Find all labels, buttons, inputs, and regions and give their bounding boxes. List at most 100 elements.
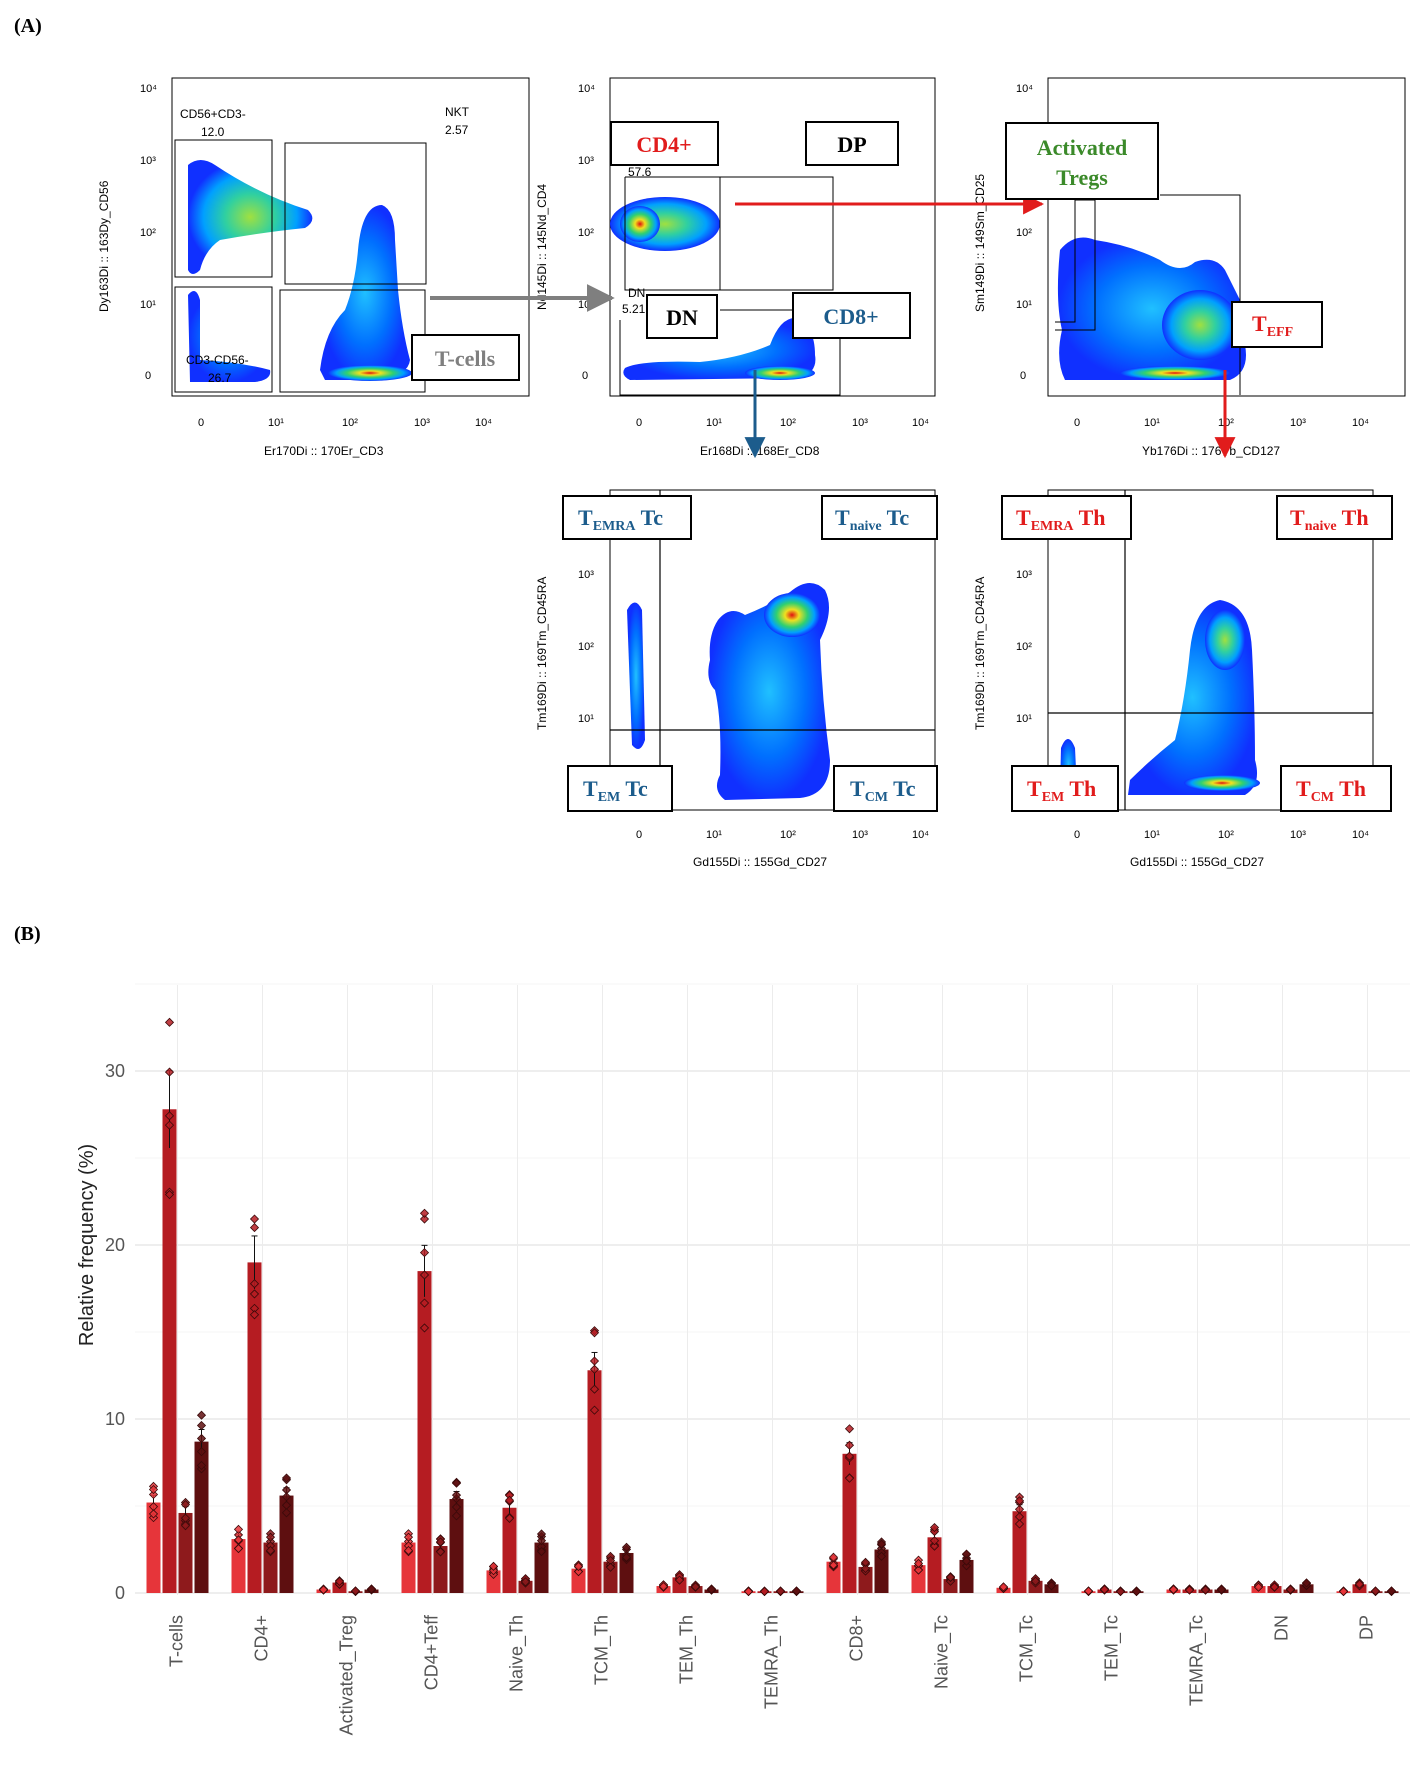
y-tick: 10¹	[1016, 713, 1032, 725]
sample-point	[366, 1584, 377, 1594]
box-tnaive-tc-label: Tnaive Tc	[835, 505, 909, 534]
gate-dp	[720, 176, 834, 291]
sample-point	[435, 1547, 446, 1557]
x-tick: CD8+	[847, 1615, 867, 1662]
sample-point	[1386, 1586, 1397, 1596]
sample-point	[658, 1582, 669, 1592]
box-temra-th: TEMRA Th	[1001, 495, 1132, 540]
x-tick: CD4+Teff	[422, 1614, 442, 1690]
y-ticks: 10¹ 10² 10³	[1016, 569, 1032, 725]
sample-point	[520, 1577, 531, 1587]
sample-point	[828, 1560, 839, 1570]
x-tick: 10²	[780, 417, 796, 429]
sample-point	[573, 1561, 584, 1572]
sample-point	[621, 1552, 632, 1562]
gate-value: 26.7	[208, 371, 232, 385]
bar	[502, 1507, 517, 1593]
bar	[943, 1579, 958, 1593]
sample-point	[775, 1586, 786, 1596]
sample-point	[249, 1214, 260, 1224]
x-tick: TEMRA_Th	[762, 1615, 783, 1709]
y-tick: 0	[145, 370, 151, 382]
y-axis-label: Nd145Di :: 145Nd_CD4	[535, 184, 549, 310]
sample-point	[1014, 1496, 1025, 1506]
gate-value: 12.0	[201, 125, 225, 139]
density-tc-em	[627, 602, 645, 749]
x-ticks: 0 10¹ 10² 10³ 10⁴	[636, 417, 929, 429]
x-tick: 10²	[780, 829, 796, 841]
sample-point	[281, 1508, 292, 1518]
sample-point	[334, 1576, 345, 1587]
x-tick: 0	[636, 829, 642, 841]
bar	[279, 1495, 294, 1593]
x-tick: TCM_Th	[592, 1615, 613, 1685]
x-ticks: 0 10¹ 10² 10³ 10⁴	[636, 829, 929, 841]
sample-point	[196, 1410, 207, 1420]
box-temra-tc-label: TEMRA Tc	[578, 505, 663, 534]
y-tick: 10⁴	[578, 83, 595, 95]
sample-point	[504, 1513, 515, 1523]
box-teff: TEFF	[1231, 301, 1323, 348]
gate-value: 2.57	[445, 123, 469, 137]
bar	[146, 1502, 161, 1593]
box-tem-th-label: TEM Th	[1027, 776, 1096, 805]
sample-point	[1200, 1585, 1211, 1595]
sample-point	[164, 1111, 175, 1121]
box-tnaive-th: Tnaive Th	[1276, 495, 1393, 540]
density-tc-main	[708, 582, 830, 800]
y-tick: 10³	[578, 155, 594, 167]
sample-point	[913, 1565, 924, 1575]
sample-point	[759, 1586, 770, 1597]
y-tick: 10¹	[1016, 299, 1032, 311]
bar	[587, 1370, 602, 1593]
sample-point	[233, 1535, 244, 1545]
bar-chart: 0 10 20 30 T-cells CD4+ Activated_Treg CD4+Tef…	[76, 983, 1410, 1735]
bar	[247, 1262, 262, 1593]
x-tick: DN	[1272, 1615, 1292, 1641]
sample-point	[791, 1586, 802, 1596]
sample-point	[1131, 1586, 1142, 1597]
sample-point	[1338, 1586, 1349, 1597]
x-axis-label: Yb176Di :: 176Yb_CD127	[1142, 444, 1280, 458]
x-tick: T-cells	[167, 1615, 187, 1667]
sample-point	[1046, 1581, 1057, 1591]
bar	[826, 1561, 841, 1593]
x-tick: 0	[198, 417, 204, 429]
x-tick: 0	[1074, 417, 1080, 429]
bar	[874, 1549, 889, 1593]
x-tick: 10⁴	[912, 417, 929, 429]
bar	[619, 1552, 634, 1593]
y-tick: 10⁴	[1016, 83, 1033, 95]
bar	[486, 1570, 501, 1593]
sample-point	[180, 1513, 191, 1523]
x-tick: 10¹	[706, 417, 722, 429]
bar	[842, 1453, 857, 1593]
flow-panel-cd3-cd56: CD56+CD3- 12.0 NKT 2.57 CD3-CD56- 26.7 0…	[97, 77, 530, 458]
sample-point	[860, 1563, 871, 1574]
sample-point	[419, 1248, 430, 1258]
box-dn-label: DN	[666, 305, 698, 330]
sample-point	[249, 1223, 260, 1233]
plot-frame	[609, 77, 936, 397]
x-axis-label: Er170Di :: 170Er_CD3	[264, 444, 384, 458]
density-tcells	[320, 205, 410, 380]
x-tick: TEM_Th	[677, 1615, 698, 1684]
sample-point	[844, 1473, 855, 1483]
x-tick: 0	[636, 417, 642, 429]
sample-point	[589, 1405, 600, 1415]
sample-point	[998, 1582, 1009, 1592]
sample-point	[504, 1495, 515, 1505]
bar	[231, 1539, 246, 1593]
x-tick: 10¹	[268, 417, 284, 429]
bar	[401, 1542, 416, 1593]
sample-point	[876, 1539, 887, 1549]
sample-point	[419, 1214, 430, 1224]
sample-point	[913, 1558, 924, 1569]
x-tick: 10⁴	[1352, 829, 1369, 841]
panel-a-label: (A)	[14, 15, 42, 37]
bar	[534, 1542, 549, 1593]
sample-point	[743, 1587, 754, 1597]
sample-point	[403, 1532, 414, 1542]
bar	[178, 1512, 193, 1593]
